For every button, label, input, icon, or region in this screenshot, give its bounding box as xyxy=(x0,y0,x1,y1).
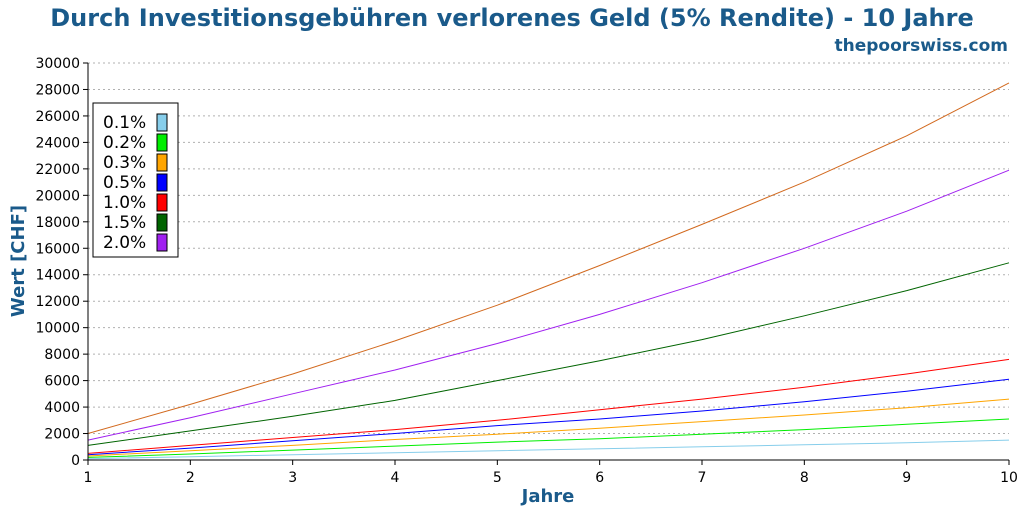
y-tick-label: 20000 xyxy=(35,188,80,204)
x-tick-label: 9 xyxy=(902,470,911,486)
series-line-0 xyxy=(87,439,1010,460)
series-line-6 xyxy=(87,169,1010,441)
legend-swatch xyxy=(156,133,168,152)
x-tick-label: 2 xyxy=(186,470,195,486)
y-tick-label: 30000 xyxy=(35,56,80,72)
y-tick-label: 6000 xyxy=(44,374,80,390)
y-ticks: 0 2000 4000 6000 8000 10000 12000 14000 16000 180… xyxy=(35,56,88,469)
y-tick-label: 24000 xyxy=(35,135,80,151)
series-line-5 xyxy=(87,262,1010,446)
y-tick-label: 12000 xyxy=(35,294,80,310)
legend-label: 2.0% xyxy=(103,233,146,253)
y-tick-label: 14000 xyxy=(35,268,80,284)
y-tick-label: 8000 xyxy=(44,347,80,363)
series-line-1 xyxy=(87,418,1010,458)
x-tick-label: 8 xyxy=(800,470,809,486)
y-tick-label: 18000 xyxy=(35,215,80,231)
x-tick-label: 3 xyxy=(288,470,297,486)
legend-swatch xyxy=(156,173,168,192)
legend-label: 0.1% xyxy=(103,113,146,133)
legend-label: 0.3% xyxy=(103,153,146,173)
legend-swatch xyxy=(156,153,168,172)
x-ticks: 1 2 3 4 5 6 7 8 9 10 xyxy=(84,460,1018,486)
x-tick-label: 10 xyxy=(1000,470,1018,486)
axes xyxy=(87,63,1009,461)
y-tick-label: 22000 xyxy=(35,162,80,178)
chart-subtitle: thepoorswiss.com xyxy=(835,36,1009,56)
series-lines xyxy=(87,82,1010,460)
x-tick-label: 5 xyxy=(493,470,502,486)
x-axis-label: Jahre xyxy=(520,486,575,507)
y-axis-label: Wert [CHF] xyxy=(8,205,29,317)
legend-label: 1.5% xyxy=(103,213,146,233)
series-line-7 xyxy=(87,82,1010,434)
grid-lines xyxy=(88,62,1009,435)
legend-label: 0.5% xyxy=(103,173,146,193)
x-tick-label: 1 xyxy=(84,470,93,486)
legend-swatch xyxy=(156,233,168,252)
y-tick-label: 2000 xyxy=(44,427,80,443)
y-tick-label: 28000 xyxy=(35,82,80,98)
series-line-2 xyxy=(87,398,1010,457)
y-tick-label: 26000 xyxy=(35,109,80,125)
legend-swatch xyxy=(156,213,168,232)
y-tick-label: 10000 xyxy=(35,321,80,337)
x-tick-label: 6 xyxy=(595,470,604,486)
legend-swatch xyxy=(156,193,168,212)
y-tick-label: 16000 xyxy=(35,241,80,257)
legend-label: 1.0% xyxy=(103,193,146,213)
legend: 0.1%0.2%0.3%0.5%1.0%1.5%2.0% xyxy=(92,102,179,258)
x-tick-label: 7 xyxy=(698,470,707,486)
series-line-3 xyxy=(87,378,1010,456)
y-tick-label: 4000 xyxy=(44,400,80,416)
chart-title: Durch Investitionsgebühren verlorenes Ge… xyxy=(50,4,973,32)
y-tick-label: 0 xyxy=(71,453,80,469)
x-tick-label: 4 xyxy=(391,470,400,486)
legend-label: 0.2% xyxy=(103,133,146,153)
legend-swatch xyxy=(156,113,168,132)
series-line-4 xyxy=(87,358,1010,454)
